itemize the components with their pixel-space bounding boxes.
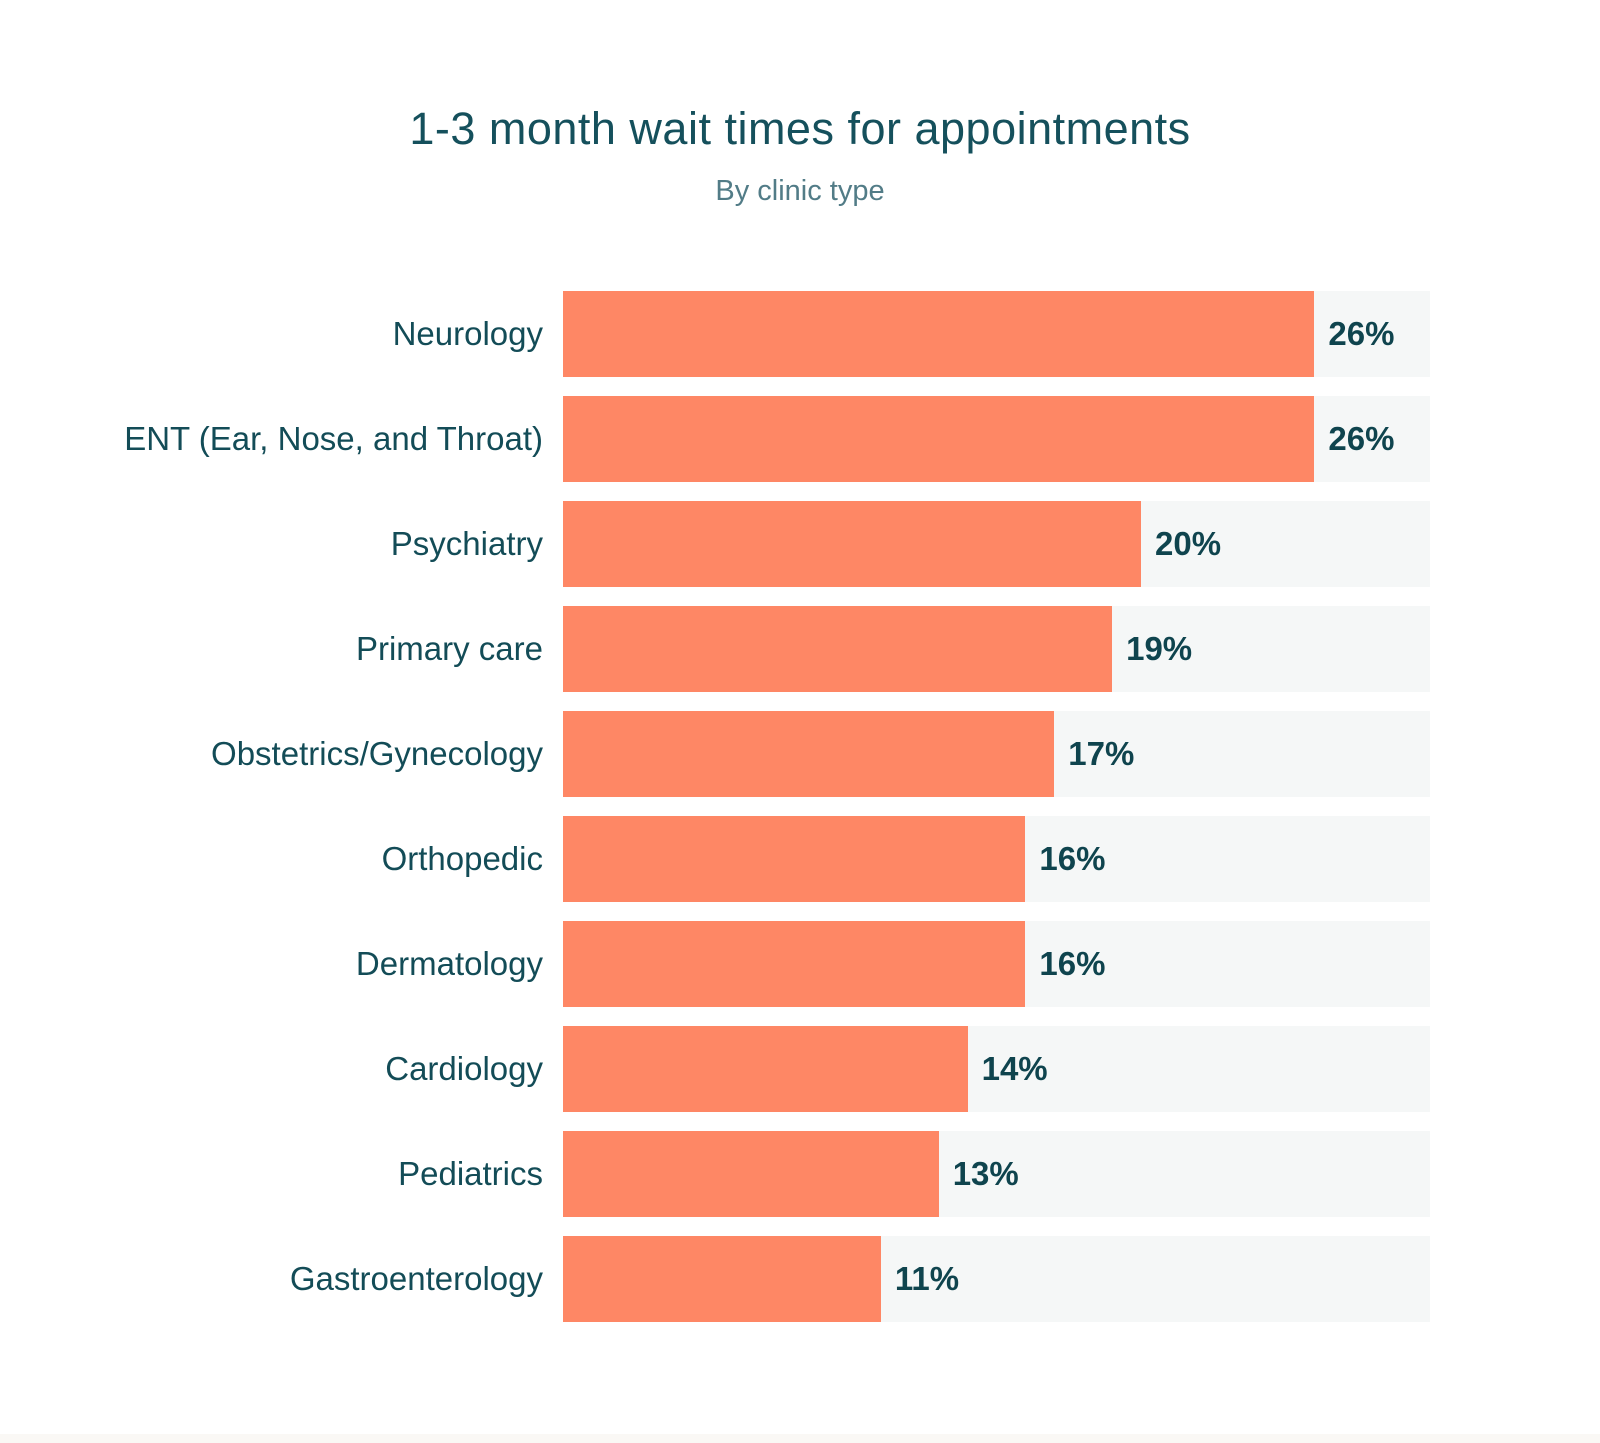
bar-track: 26%	[563, 291, 1430, 378]
category-label: Primary care	[355, 630, 543, 668]
chart-header: 1-3 month wait times for appointments By…	[0, 0, 1600, 207]
chart-subtitle: By clinic type	[715, 174, 885, 207]
category-label: Pediatrics	[398, 1155, 543, 1193]
bar-track: 16%	[563, 816, 1430, 903]
value-label: 26%	[1328, 420, 1395, 458]
bar	[563, 816, 1026, 903]
value-label: 17%	[1068, 735, 1135, 773]
bar	[563, 1131, 939, 1218]
bar-row: Dermatology 16%	[0, 921, 1600, 1008]
value-label: 14%	[981, 1050, 1048, 1088]
category-label: Psychiatry	[390, 525, 543, 563]
category-label: Cardiology	[385, 1050, 543, 1088]
value-label: 16%	[1039, 840, 1106, 878]
value-label: 11%	[894, 1260, 960, 1298]
bar-track: 20%	[563, 501, 1430, 588]
bar-row: Orthopedic 16%	[0, 816, 1600, 903]
value-label: 13%	[952, 1155, 1019, 1193]
bar-track: 16%	[563, 921, 1430, 1008]
category-label: Dermatology	[355, 945, 543, 983]
bar	[563, 291, 1315, 378]
value-label: 20%	[1154, 525, 1222, 563]
bar-track: 14%	[563, 1026, 1430, 1113]
bar-row: Primary care 19%	[0, 606, 1600, 693]
category-label: Obstetrics/Gynecology	[211, 735, 543, 773]
category-label: Orthopedic	[381, 840, 543, 878]
bar-row: ENT (Ear, Nose, and Throat) 26%	[0, 396, 1600, 483]
value-label: 16%	[1039, 945, 1106, 983]
bar-rows-container: Neurology 26% ENT (Ear, Nose, and Throat…	[0, 291, 1600, 1323]
bar	[563, 921, 1026, 1008]
bar-row: Obstetrics/Gynecology 17%	[0, 711, 1600, 798]
bar-track: 11%	[563, 1236, 1430, 1323]
chart-title: 1-3 month wait times for appointments	[409, 103, 1191, 154]
category-label: ENT (Ear, Nose, and Throat)	[124, 420, 543, 458]
bar-row: Gastroenterology 11%	[0, 1236, 1600, 1323]
bar-row: Pediatrics 13%	[0, 1131, 1600, 1218]
bar-track: 19%	[563, 606, 1430, 693]
bar	[563, 396, 1315, 483]
bar-row: Neurology 26%	[0, 291, 1600, 378]
bar-track: 17%	[563, 711, 1430, 798]
bar-row: Psychiatry 20%	[0, 501, 1600, 588]
bar-row: Cardiology 14%	[0, 1026, 1600, 1113]
bar	[563, 1236, 881, 1323]
bar-track: 13%	[563, 1131, 1430, 1218]
bar	[563, 501, 1141, 588]
category-label: Gastroenterology	[289, 1260, 543, 1298]
value-label: 19%	[1126, 630, 1193, 668]
bottom-edge-strip	[0, 1434, 1600, 1443]
value-label: 26%	[1328, 315, 1395, 353]
bar	[563, 711, 1055, 798]
category-label: Neurology	[392, 315, 543, 353]
bar	[563, 606, 1113, 693]
bar	[563, 1026, 968, 1113]
bar-track: 26%	[563, 396, 1430, 483]
